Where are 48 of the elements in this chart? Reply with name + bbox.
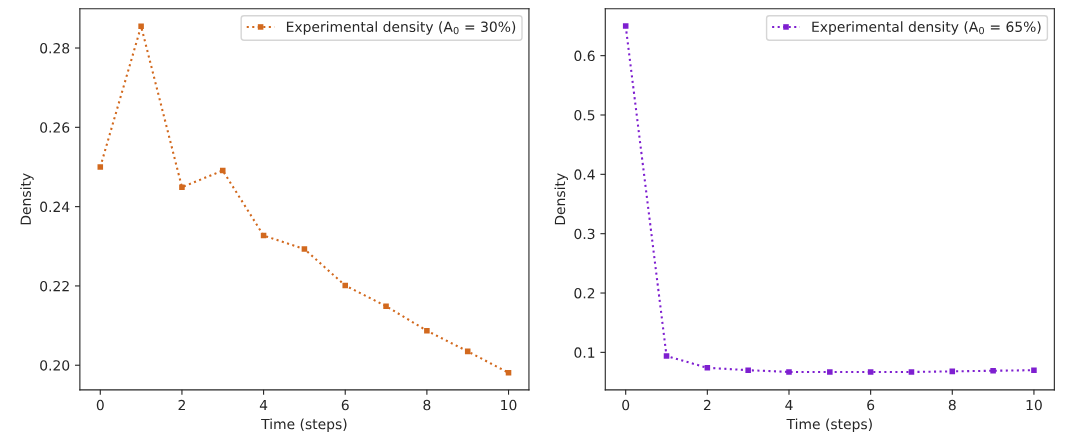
legend-label: Experimental density (A$_{0}$ = 30%): [286, 21, 516, 35]
point: [138, 23, 144, 29]
x-tick-label: 8: [948, 399, 956, 411]
point: [908, 369, 915, 375]
y-tick-label: 0.28: [40, 42, 70, 54]
x-tick-label: 2: [178, 399, 185, 411]
point: [219, 167, 226, 174]
point: [786, 369, 792, 375]
x-tick-label: 0: [622, 399, 630, 411]
point: [663, 353, 670, 359]
y-tick-label: 0.5: [574, 109, 595, 121]
x-tick-label: 6: [341, 399, 349, 411]
y-tick-label: 0.6: [574, 50, 595, 62]
point: [505, 369, 512, 376]
y-axis-title: Density: [554, 173, 568, 225]
x-tick-label: 4: [785, 399, 793, 411]
y-tick-label: 0.26: [40, 122, 70, 133]
y-tick-label: 0.24: [40, 201, 70, 213]
point: [827, 369, 833, 375]
point: [301, 246, 308, 252]
point: [383, 303, 389, 309]
x-axis-title: Time (steps): [261, 418, 347, 432]
point: [1031, 367, 1037, 373]
x-tick-label: 4: [259, 399, 268, 411]
y-tick-label: 0.1: [574, 347, 595, 358]
x-tick-label: 0: [96, 399, 104, 411]
y-tick-label: 0.3: [574, 228, 595, 240]
point: [97, 164, 104, 170]
point: [342, 282, 349, 289]
x-tick-label: 2: [703, 399, 711, 411]
y-axis-title: Density: [20, 173, 34, 225]
point: [424, 327, 430, 334]
x-tick-label: 10: [1026, 399, 1042, 411]
y-tick-label: 0.2: [574, 288, 595, 299]
y-tick-label: 0.20: [40, 360, 70, 371]
x-axis-title: Time (steps): [786, 418, 872, 432]
point: [622, 23, 629, 29]
point: [179, 184, 185, 190]
point: [867, 369, 874, 375]
legend-label: Experimental density (A$_{0}$ = 65%): [812, 21, 1041, 35]
point: [990, 367, 996, 374]
x-tick-label: 6: [867, 399, 875, 411]
point: [704, 365, 711, 371]
x-tick-label: 8: [423, 399, 431, 411]
y-tick-label: 0.4: [574, 169, 595, 180]
x-tick-label: 10: [501, 399, 517, 411]
point: [745, 367, 751, 373]
y-tick-label: 0.22: [40, 280, 69, 292]
